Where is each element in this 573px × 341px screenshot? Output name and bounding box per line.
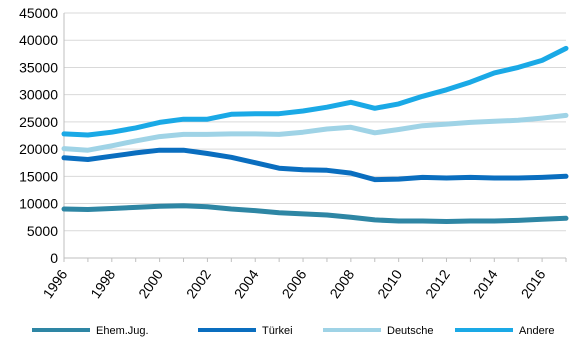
x-tick-label: 2002	[183, 266, 214, 301]
series-line-ehem-jug-	[61, 203, 569, 224]
y-tick-label: 25000	[19, 114, 58, 130]
y-tick-label: 15000	[19, 168, 58, 184]
x-tick-label: 1998	[87, 266, 118, 301]
grid-lines	[63, 12, 566, 259]
y-axis-ticks: 0 5000 10000 15000 20000 25000 30000 35000 40000…	[19, 5, 58, 266]
x-tick-label: 2014	[470, 266, 501, 301]
x-tick-label: 2010	[374, 266, 405, 301]
series-line-andere	[61, 45, 569, 138]
legend-label: Andere	[519, 325, 554, 337]
series-line-t-rkei	[61, 147, 569, 183]
y-tick-label: 10000	[19, 196, 58, 212]
x-tick-label: 2016	[518, 266, 549, 301]
legend-label: Ehem.Jug.	[96, 325, 149, 337]
y-tick-label: 40000	[19, 32, 58, 48]
series-line-deutsche	[61, 112, 569, 153]
series-lines	[61, 45, 569, 224]
y-tick-label: 5000	[27, 223, 58, 239]
legend: Ehem.Jug. Türkei Deutsche Andere	[32, 325, 554, 337]
y-tick-label: 45000	[19, 5, 58, 21]
x-tick-label: 1996	[39, 266, 70, 301]
legend-label: Türkei	[262, 325, 293, 337]
x-tick-label: 2008	[326, 266, 357, 301]
y-tick-label: 0	[50, 250, 58, 266]
y-tick-label: 20000	[19, 141, 58, 157]
x-tick-label: 2004	[231, 266, 262, 301]
y-tick-label: 30000	[19, 87, 58, 103]
legend-label: Deutsche	[387, 325, 433, 337]
x-tick-label: 2006	[279, 266, 310, 301]
x-tick-label: 2012	[422, 266, 453, 301]
x-axis-ticks: 1996 1998 2000 2002 2004 2006 2008 2010 2012 2014…	[39, 258, 567, 301]
x-tick-label: 2000	[135, 266, 166, 301]
y-tick-label: 35000	[19, 59, 58, 75]
